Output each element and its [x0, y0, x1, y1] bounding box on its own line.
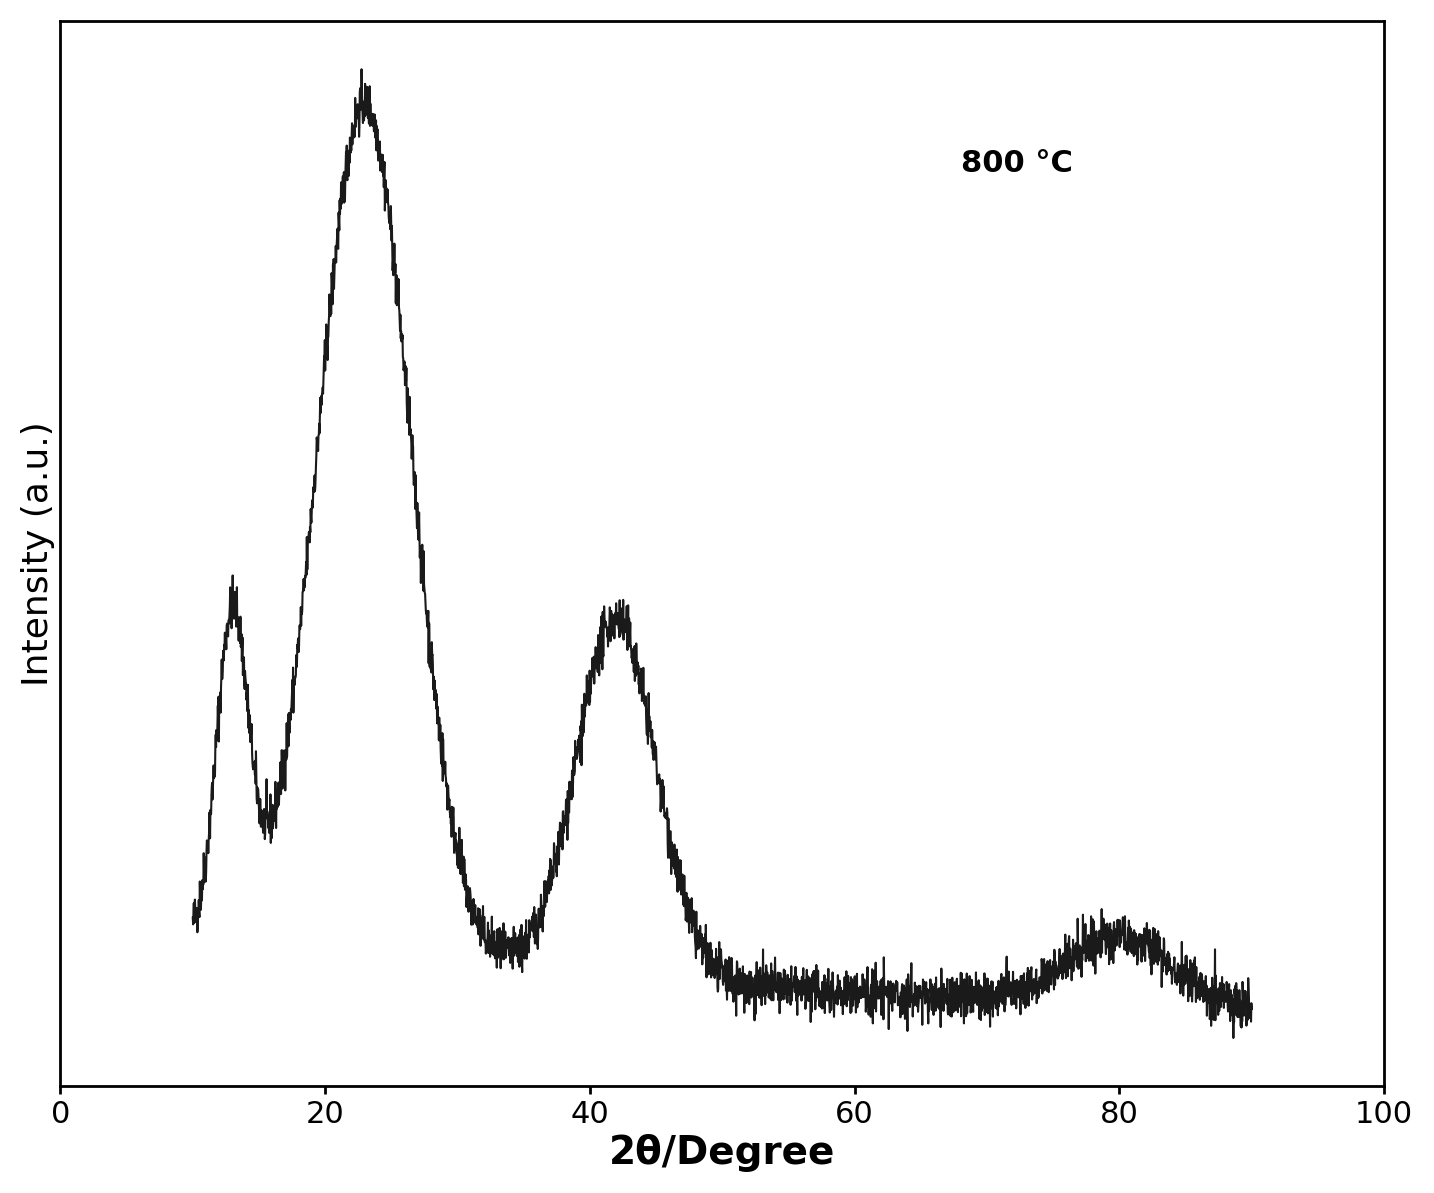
Y-axis label: Intensity (a.u.): Intensity (a.u.): [22, 421, 54, 686]
X-axis label: 2θ/Degree: 2θ/Degree: [609, 1135, 836, 1173]
Text: 800 °C: 800 °C: [961, 149, 1073, 178]
